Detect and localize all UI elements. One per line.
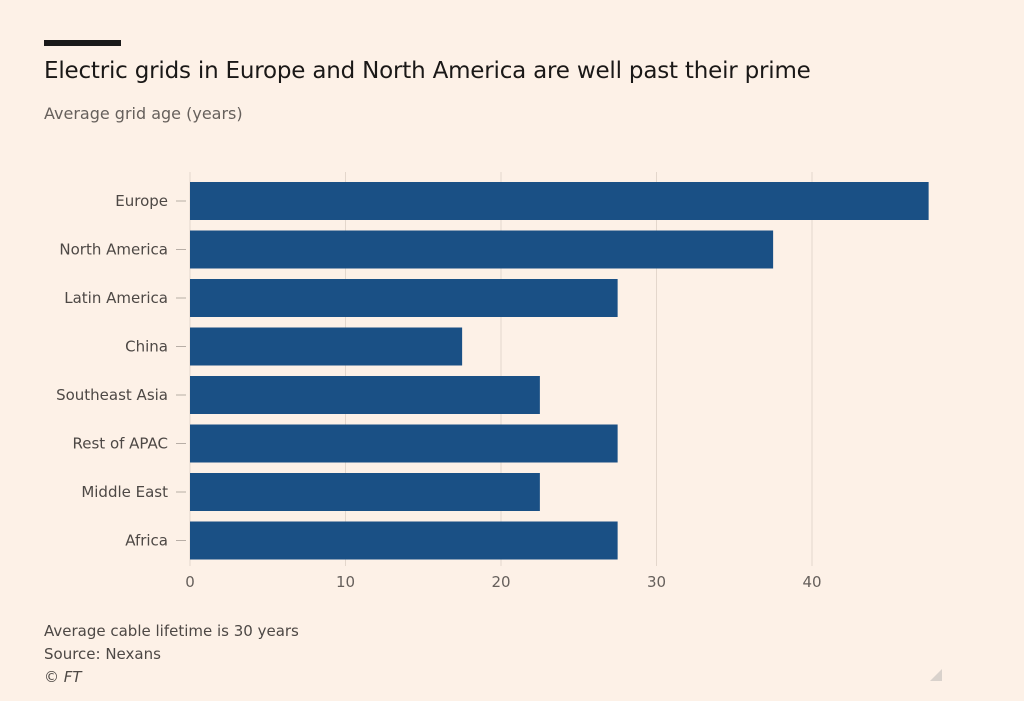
x-tick-label: 40 — [802, 573, 821, 591]
chart-subtitle: Average grid age (years) — [44, 104, 243, 123]
x-tick-label: 20 — [491, 573, 510, 591]
x-tick-label: 30 — [647, 573, 666, 591]
resize-handle-icon — [930, 669, 942, 681]
category-label: Rest of APAC — [73, 435, 169, 453]
chart-footnote: Average cable lifetime is 30 years — [44, 622, 299, 640]
category-label: North America — [59, 241, 168, 259]
copyright-notice: © FT — [44, 668, 82, 686]
chart-source: Source: Nexans — [44, 645, 161, 663]
category-label: Europe — [115, 192, 168, 210]
bar-latin-america — [190, 279, 618, 317]
category-label: Middle East — [81, 483, 168, 501]
category-label: China — [125, 338, 168, 356]
bar-southeast-asia — [190, 376, 540, 414]
category-label: Africa — [125, 532, 168, 550]
category-label: Southeast Asia — [56, 386, 168, 404]
bar-rest-of-apac — [190, 424, 618, 463]
x-tick-label: 0 — [185, 573, 195, 591]
bar-africa — [190, 521, 618, 560]
chart-title: Electric grids in Europe and North Ameri… — [44, 58, 811, 84]
x-tick-label: 10 — [336, 573, 355, 591]
bar-europe — [190, 182, 929, 220]
bar-china — [190, 327, 463, 366]
title-accent-bar — [44, 40, 121, 46]
category-label: Latin America — [64, 289, 168, 307]
bar-north-america — [190, 230, 774, 269]
bar-middle-east — [190, 473, 540, 511]
